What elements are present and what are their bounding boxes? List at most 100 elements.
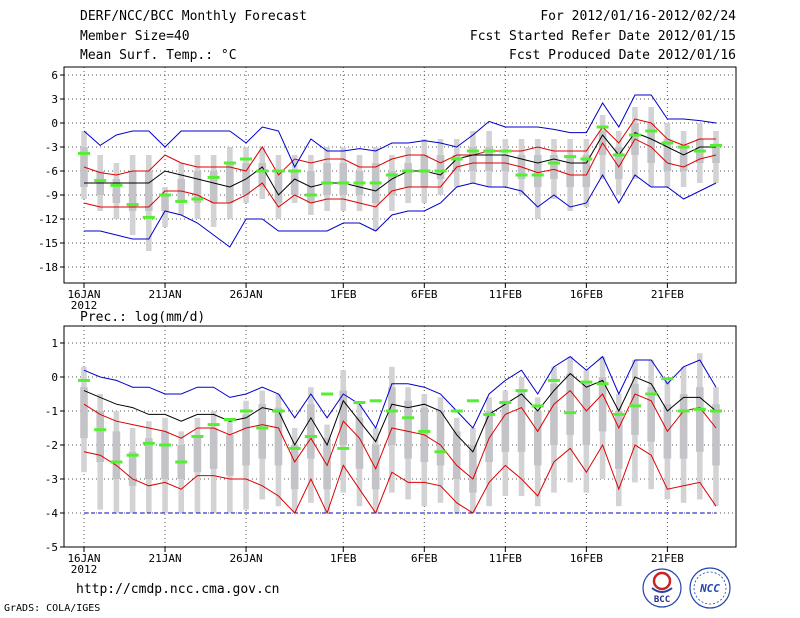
box-core-4 <box>145 171 153 211</box>
observed-mark-2 <box>110 460 123 464</box>
observed-mark-4 <box>142 441 155 445</box>
y-tick-label: 6 <box>51 69 58 82</box>
observed-mark-8 <box>207 423 220 427</box>
y-tick-label: -2 <box>45 439 58 452</box>
y-tick-label: -9 <box>45 189 58 202</box>
observed-mark-16 <box>337 181 350 185</box>
forecast-started-date: Fcst Started Refer Date 2012/01/15 <box>469 29 736 44</box>
observed-mark-11 <box>256 426 269 430</box>
x-tick-label: 6FEB <box>411 288 438 301</box>
observed-mark-15 <box>321 392 334 396</box>
x-tick-label: 11FEB <box>489 288 522 301</box>
y-tick-label: 0 <box>51 371 58 384</box>
observed-mark-17 <box>353 401 366 404</box>
variable-label-prec: Prec.: log(mm/d) <box>80 310 206 325</box>
bcc-logo: BCC <box>642 568 682 608</box>
observed-mark-21 <box>418 169 431 173</box>
x-tick-label: 21JAN <box>148 552 181 565</box>
observed-mark-20 <box>402 169 415 173</box>
box-core-27 <box>517 390 526 452</box>
x-tick-label: 16FEB <box>570 552 603 565</box>
observed-mark-27 <box>515 173 528 177</box>
observed-mark-22 <box>434 450 447 454</box>
observed-mark-0 <box>78 378 90 382</box>
member-size-label: Member Size=40 <box>80 29 190 44</box>
observed-mark-17 <box>353 181 366 185</box>
grads-credit: GrADS: COLA/IGES <box>4 603 101 614</box>
box-core-11 <box>258 163 267 187</box>
observed-mark-16 <box>337 446 350 450</box>
ensemble-mean-line <box>84 131 716 196</box>
box-core-13 <box>290 445 299 490</box>
observed-mark-19 <box>385 173 398 177</box>
box-core-30 <box>566 373 574 435</box>
observed-mark-4 <box>142 215 155 219</box>
x-tick-label: 6FEB <box>411 552 438 565</box>
box-core-14 <box>307 404 315 459</box>
box-core-15 <box>323 438 331 490</box>
source-url[interactable]: http://cmdp.ncc.cma.gov.cn <box>76 582 280 597</box>
observed-mark-27 <box>515 389 528 393</box>
observed-mark-29 <box>547 161 560 165</box>
red-upper-line <box>83 118 716 176</box>
x-tick-label: 1FEB <box>330 288 357 301</box>
box-core-11 <box>258 404 267 459</box>
box-core-5 <box>161 195 169 211</box>
observed-mark-13 <box>288 446 301 450</box>
y-tick-label: -1 <box>45 405 58 418</box>
x-tick-year-label: 2012 <box>71 299 98 312</box>
box-core-39 <box>712 404 720 466</box>
blue-lower-line <box>84 174 717 248</box>
x-tick-label: 26JAN <box>229 552 262 565</box>
y-tick-label: -6 <box>45 165 58 178</box>
observed-mark-37 <box>677 145 690 149</box>
observed-mark-34 <box>628 133 641 137</box>
x-tick-label: 1FEB <box>330 552 357 565</box>
observed-mark-7 <box>191 197 204 201</box>
observed-mark-29 <box>547 378 560 382</box>
observed-mark-32 <box>596 125 609 129</box>
y-tick-label: -5 <box>45 541 58 554</box>
y-tick-label: -3 <box>45 141 58 154</box>
blue-upper-line <box>83 94 717 169</box>
ncc-logo-text: NCC <box>699 582 720 595</box>
figure-title: DERF/NCC/BCC Monthly Forecast <box>80 9 307 24</box>
forecast-range: For 2012/01/16-2012/02/24 <box>540 9 736 24</box>
plot-frame <box>63 66 737 284</box>
observed-mark-8 <box>207 175 220 179</box>
box-core-17 <box>355 417 364 469</box>
box-core-12 <box>274 171 283 203</box>
observed-mark-19 <box>385 409 398 413</box>
box-core-31 <box>582 155 591 187</box>
observed-mark-3 <box>126 203 139 207</box>
box-core-20 <box>404 400 412 459</box>
box-core-13 <box>290 171 299 195</box>
observed-mark-0 <box>78 151 90 155</box>
observed-mark-21 <box>418 429 431 433</box>
box-core-12 <box>274 407 283 466</box>
observed-mark-18 <box>369 181 382 185</box>
observed-mark-15 <box>321 181 334 185</box>
ncc-logo: NCC <box>689 567 731 609</box>
box-core-8 <box>209 428 218 469</box>
y-tick-label: 3 <box>51 93 58 106</box>
box-core-16 <box>339 163 348 195</box>
box-core-23 <box>452 431 461 479</box>
observed-mark-35 <box>645 129 658 133</box>
box-core-3 <box>128 171 137 211</box>
red-lower-line <box>83 443 717 515</box>
box-core-18 <box>371 445 380 490</box>
observed-mark-23 <box>450 409 463 413</box>
y-tick-label: -3 <box>45 473 58 486</box>
observed-mark-9 <box>223 161 236 165</box>
box-core-26 <box>501 400 510 452</box>
y-tick-label: -15 <box>38 237 58 250</box>
y-tick-label: 1 <box>51 337 58 350</box>
box-core-35 <box>647 387 655 442</box>
observed-mark-31 <box>580 380 593 384</box>
observed-mark-39 <box>710 143 722 147</box>
box-core-20 <box>404 163 412 187</box>
logo-group: BCC NCC <box>642 567 731 609</box>
forecast-produced-date: Fcst Produced Date 2012/01/16 <box>509 48 736 63</box>
